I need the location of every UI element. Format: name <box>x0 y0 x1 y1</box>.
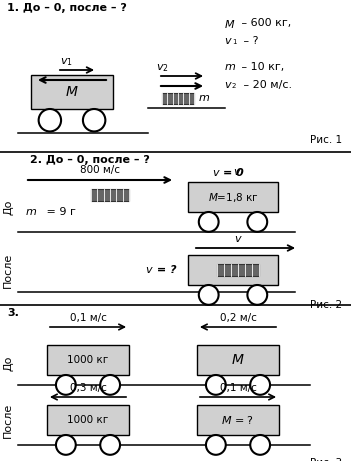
Circle shape <box>247 212 267 232</box>
Circle shape <box>56 435 76 455</box>
Text: 0,1 м/с: 0,1 м/с <box>220 383 257 393</box>
Text: $v_2$: $v_2$ <box>156 62 169 74</box>
Bar <box>47 405 129 435</box>
Text: = 9 г: = 9 г <box>43 207 76 217</box>
Text: 800 м/с: 800 м/с <box>80 165 120 175</box>
Text: 0,1 м/с: 0,1 м/с <box>69 313 106 323</box>
Text: – 10 кг,: – 10 кг, <box>238 62 284 72</box>
Text: $M$: $M$ <box>231 353 245 367</box>
Circle shape <box>39 109 61 131</box>
Circle shape <box>206 375 226 395</box>
Text: 1. До – 0, после – ?: 1. До – 0, после – ? <box>7 3 127 13</box>
Circle shape <box>206 435 226 455</box>
Circle shape <box>199 212 219 232</box>
Text: 2. До – 0, после – ?: 2. До – 0, после – ? <box>30 155 150 165</box>
Text: 1: 1 <box>232 39 237 45</box>
Text: $v$: $v$ <box>145 265 154 275</box>
Text: $m$: $m$ <box>224 62 236 72</box>
Text: 2: 2 <box>232 83 236 89</box>
Bar <box>197 345 279 375</box>
Text: До: До <box>3 355 13 371</box>
Circle shape <box>199 285 219 305</box>
Text: Рис. 1: Рис. 1 <box>310 135 342 145</box>
Text: $M$: $M$ <box>224 18 235 30</box>
Bar <box>47 345 129 375</box>
Circle shape <box>250 375 270 395</box>
Text: $M$: $M$ <box>65 85 79 99</box>
Text: $v$ = 0: $v$ = 0 <box>212 166 245 178</box>
Text: После: После <box>3 402 13 437</box>
Circle shape <box>250 435 270 455</box>
Text: $M$=1,8 кг: $M$=1,8 кг <box>208 190 258 203</box>
Text: 3.: 3. <box>7 308 19 318</box>
Text: $v$: $v$ <box>224 80 233 90</box>
Bar <box>188 255 278 285</box>
Circle shape <box>247 285 267 305</box>
Text: $v$: $v$ <box>224 36 233 46</box>
Text: Рис. 2: Рис. 2 <box>310 300 342 310</box>
Text: 0,3 м/с: 0,3 м/с <box>69 383 106 393</box>
Text: $m$: $m$ <box>25 207 37 217</box>
Text: $v_1$: $v_1$ <box>60 56 73 68</box>
Text: – 600 кг,: – 600 кг, <box>238 18 291 28</box>
Circle shape <box>100 375 120 395</box>
Text: $M$ = ?: $M$ = ? <box>221 414 254 426</box>
Circle shape <box>56 375 76 395</box>
Bar <box>91 189 129 201</box>
Text: После: После <box>3 252 13 288</box>
Bar <box>188 182 278 212</box>
Text: – 20 м/с.: – 20 м/с. <box>240 80 292 90</box>
Bar <box>197 405 279 435</box>
Text: 1000 кг: 1000 кг <box>67 415 108 425</box>
Text: $m$: $m$ <box>198 93 210 103</box>
Text: Рис. 3: Рис. 3 <box>310 458 342 461</box>
Circle shape <box>100 435 120 455</box>
Bar <box>217 264 259 276</box>
Text: $v$: $v$ <box>234 234 242 244</box>
Text: До: До <box>3 199 13 215</box>
Text: $v$: $v$ <box>233 167 242 177</box>
Bar <box>31 75 113 109</box>
Bar <box>162 93 194 104</box>
Text: – ?: – ? <box>240 36 258 46</box>
Text: 1000 кг: 1000 кг <box>67 355 108 365</box>
Text: 0,2 м/с: 0,2 м/с <box>220 313 257 323</box>
Circle shape <box>83 109 105 131</box>
Text: = ?: = ? <box>153 265 177 275</box>
